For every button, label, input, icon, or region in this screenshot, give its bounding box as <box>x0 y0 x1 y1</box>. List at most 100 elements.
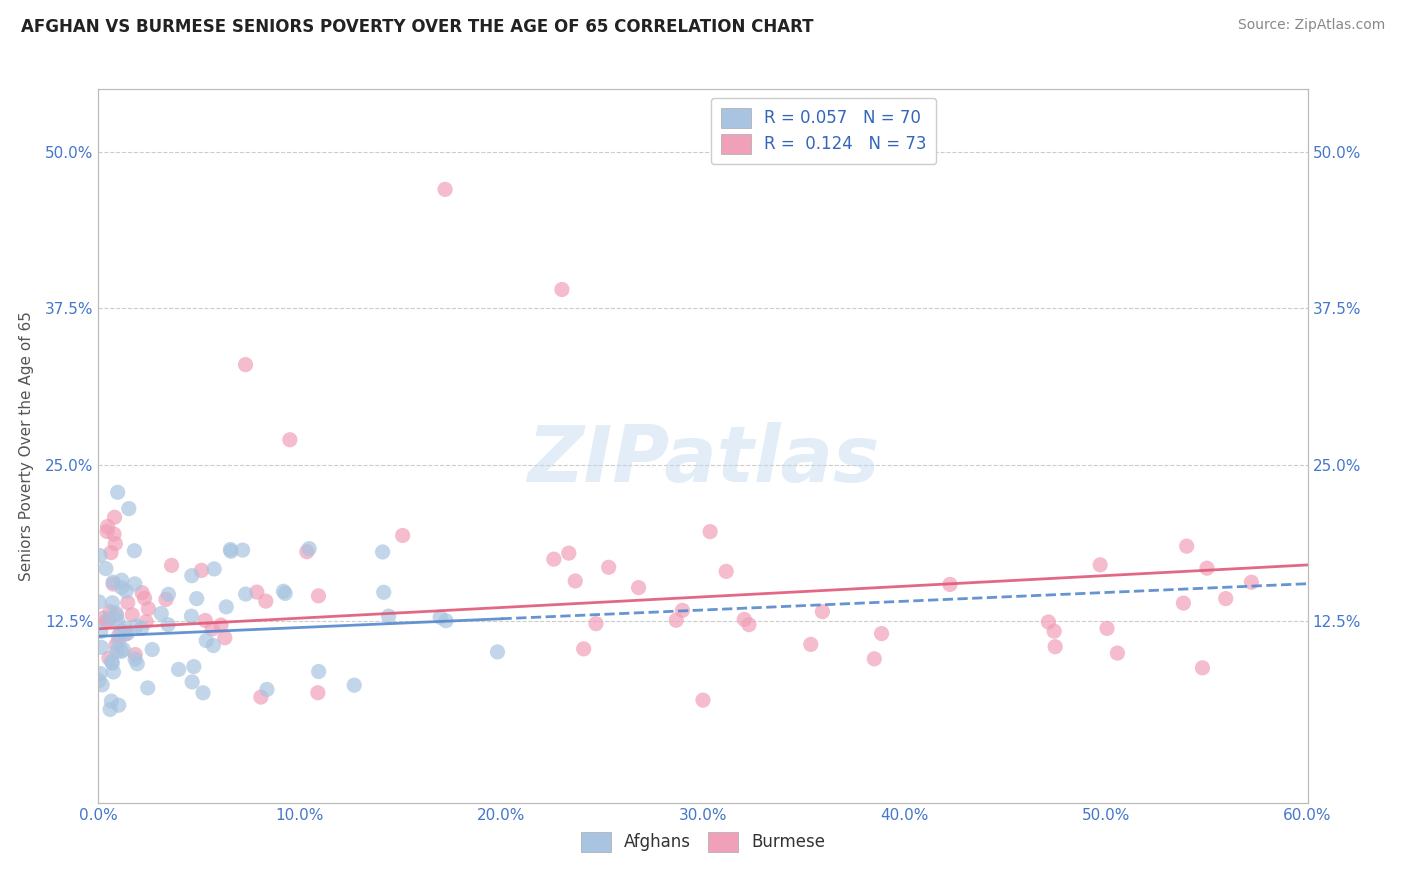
Point <box>155 592 177 607</box>
Point <box>105 607 128 621</box>
Point <box>180 568 202 582</box>
Point <box>115 584 138 599</box>
Point <box>96 615 118 629</box>
Point <box>627 581 650 595</box>
Point <box>1088 558 1111 572</box>
Point <box>543 552 565 566</box>
Text: ZIPatlas: ZIPatlas <box>527 422 879 499</box>
Point <box>98 611 121 625</box>
Point <box>186 591 208 606</box>
Point <box>91 678 114 692</box>
Point <box>87 595 110 609</box>
Point <box>665 613 688 627</box>
Point <box>598 560 620 574</box>
Point <box>89 666 111 681</box>
Point <box>1173 596 1195 610</box>
Point <box>124 648 146 662</box>
Point <box>87 673 110 688</box>
Point <box>98 702 121 716</box>
Point <box>124 652 146 666</box>
Point <box>202 562 225 576</box>
Point <box>1095 621 1118 635</box>
Point <box>107 698 129 713</box>
Point <box>101 596 124 610</box>
Point <box>1191 661 1213 675</box>
Point <box>486 645 509 659</box>
Point <box>308 665 330 679</box>
Point <box>194 614 217 628</box>
Point <box>190 563 212 577</box>
Point <box>105 644 128 658</box>
Point <box>274 586 297 600</box>
Point <box>811 605 834 619</box>
Point <box>232 543 254 558</box>
Point <box>585 616 607 631</box>
Point <box>157 617 180 632</box>
Point <box>201 622 224 636</box>
Point <box>371 545 394 559</box>
Point <box>98 604 121 618</box>
Point <box>180 609 202 624</box>
Point <box>111 573 134 587</box>
Point <box>150 607 173 621</box>
Point <box>114 627 136 641</box>
Point <box>308 589 330 603</box>
Point <box>1038 615 1060 629</box>
Point <box>167 662 190 676</box>
Point <box>117 596 139 610</box>
Point <box>235 358 257 372</box>
Point <box>124 543 146 558</box>
Point <box>117 626 139 640</box>
Point <box>107 634 129 648</box>
Point <box>558 546 581 560</box>
Point <box>121 607 143 622</box>
Point <box>800 637 823 651</box>
Point <box>391 528 413 542</box>
Point <box>134 591 156 606</box>
Point <box>101 657 124 671</box>
Point <box>96 524 118 539</box>
Point <box>202 639 225 653</box>
Point <box>219 544 242 558</box>
Point <box>89 549 111 563</box>
Point <box>114 621 136 635</box>
Point <box>1107 646 1129 660</box>
Point <box>714 565 737 579</box>
Point <box>100 694 122 708</box>
Point <box>191 686 214 700</box>
Point <box>256 682 278 697</box>
Point <box>127 657 149 671</box>
Point <box>112 624 135 639</box>
Point <box>101 575 124 590</box>
Point <box>141 642 163 657</box>
Point <box>97 651 120 665</box>
Point <box>118 501 141 516</box>
Point <box>733 612 755 626</box>
Point <box>738 617 761 632</box>
Point <box>136 681 159 695</box>
Point <box>90 624 112 639</box>
Point <box>254 594 277 608</box>
Point <box>250 690 273 704</box>
Y-axis label: Seniors Poverty Over the Age of 65: Seniors Poverty Over the Age of 65 <box>18 311 34 581</box>
Point <box>671 603 693 617</box>
Point <box>434 182 457 196</box>
Point <box>377 609 399 624</box>
Point <box>138 601 160 615</box>
Point <box>157 587 180 601</box>
Point <box>215 599 238 614</box>
Point <box>105 608 128 623</box>
Text: AFGHAN VS BURMESE SENIORS POVERTY OVER THE AGE OF 65 CORRELATION CHART: AFGHAN VS BURMESE SENIORS POVERTY OVER T… <box>21 18 814 36</box>
Point <box>90 640 112 655</box>
Point <box>111 581 134 595</box>
Point <box>1215 591 1237 606</box>
Point <box>112 642 135 657</box>
Point <box>214 631 236 645</box>
Point <box>564 574 586 588</box>
Point <box>135 615 157 629</box>
Text: Source: ZipAtlas.com: Source: ZipAtlas.com <box>1237 18 1385 32</box>
Point <box>692 693 714 707</box>
Point <box>295 544 318 558</box>
Point <box>125 619 148 633</box>
Point <box>181 675 204 690</box>
